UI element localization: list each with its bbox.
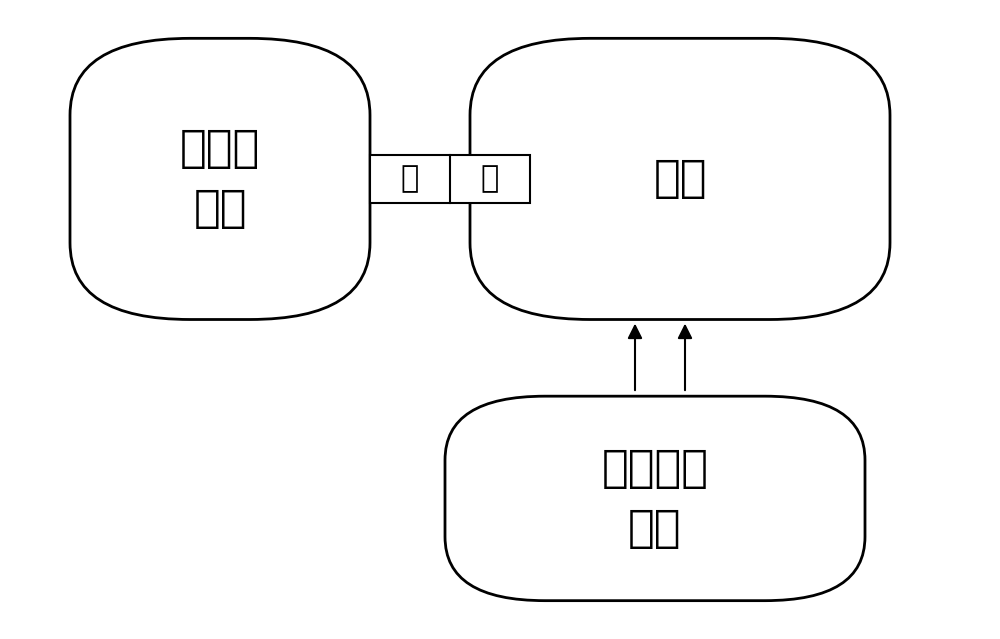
FancyBboxPatch shape [70,38,370,320]
Text: 主电机
系统: 主电机 系统 [180,127,260,231]
Bar [370,155,530,203]
FancyBboxPatch shape [470,38,890,320]
Text: 磁场调节
系统: 磁场调节 系统 [602,447,708,550]
Text: 连: 连 [401,164,419,194]
FancyBboxPatch shape [445,396,865,601]
Text: 接: 接 [481,164,499,194]
Text: 锭子: 锭子 [653,157,707,201]
